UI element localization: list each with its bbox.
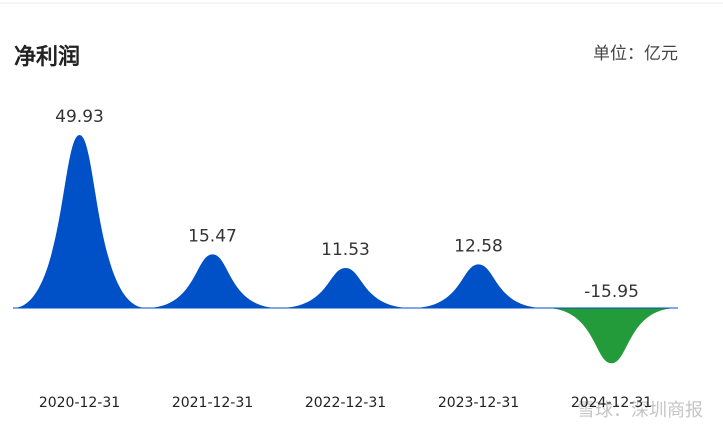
x-tick-label: 2023-12-31 — [438, 395, 519, 411]
x-tick-label: 2021-12-31 — [172, 395, 253, 411]
spike — [13, 135, 146, 308]
chart-title: 净利润 — [14, 44, 80, 70]
value-label: 11.53 — [321, 240, 370, 260]
watermark: 雪球：深圳商报 — [577, 400, 703, 421]
value-label: 15.47 — [188, 226, 237, 246]
spike — [279, 268, 412, 308]
spike — [545, 308, 678, 364]
value-label: -15.95 — [584, 282, 639, 302]
value-label: 12.58 — [454, 236, 503, 256]
x-tick-label: 2024-12-31 — [571, 395, 652, 411]
unit-label: 单位：亿元 — [593, 44, 678, 64]
x-tick-label: 2022-12-31 — [305, 395, 386, 411]
spike — [146, 254, 279, 308]
x-tick-label: 2020-12-31 — [39, 395, 120, 411]
value-label: 49.93 — [55, 107, 104, 127]
spike — [412, 264, 545, 308]
